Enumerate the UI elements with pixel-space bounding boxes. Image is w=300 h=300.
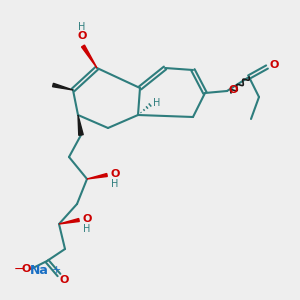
Polygon shape bbox=[52, 83, 73, 90]
Polygon shape bbox=[87, 173, 107, 179]
Polygon shape bbox=[78, 115, 83, 135]
Text: Na: Na bbox=[30, 263, 49, 277]
Text: O: O bbox=[59, 275, 69, 285]
Text: O: O bbox=[77, 31, 87, 41]
Text: H: H bbox=[78, 22, 86, 32]
Text: −: − bbox=[14, 262, 24, 275]
Text: +: + bbox=[52, 265, 62, 275]
Text: O: O bbox=[21, 264, 31, 274]
Polygon shape bbox=[59, 218, 79, 224]
Text: H: H bbox=[111, 179, 119, 189]
Text: O: O bbox=[82, 214, 92, 224]
Text: H: H bbox=[83, 224, 91, 234]
Text: O: O bbox=[269, 60, 279, 70]
Text: O: O bbox=[228, 85, 238, 95]
Polygon shape bbox=[82, 45, 97, 68]
Text: O: O bbox=[110, 169, 120, 179]
Text: H: H bbox=[153, 98, 161, 108]
